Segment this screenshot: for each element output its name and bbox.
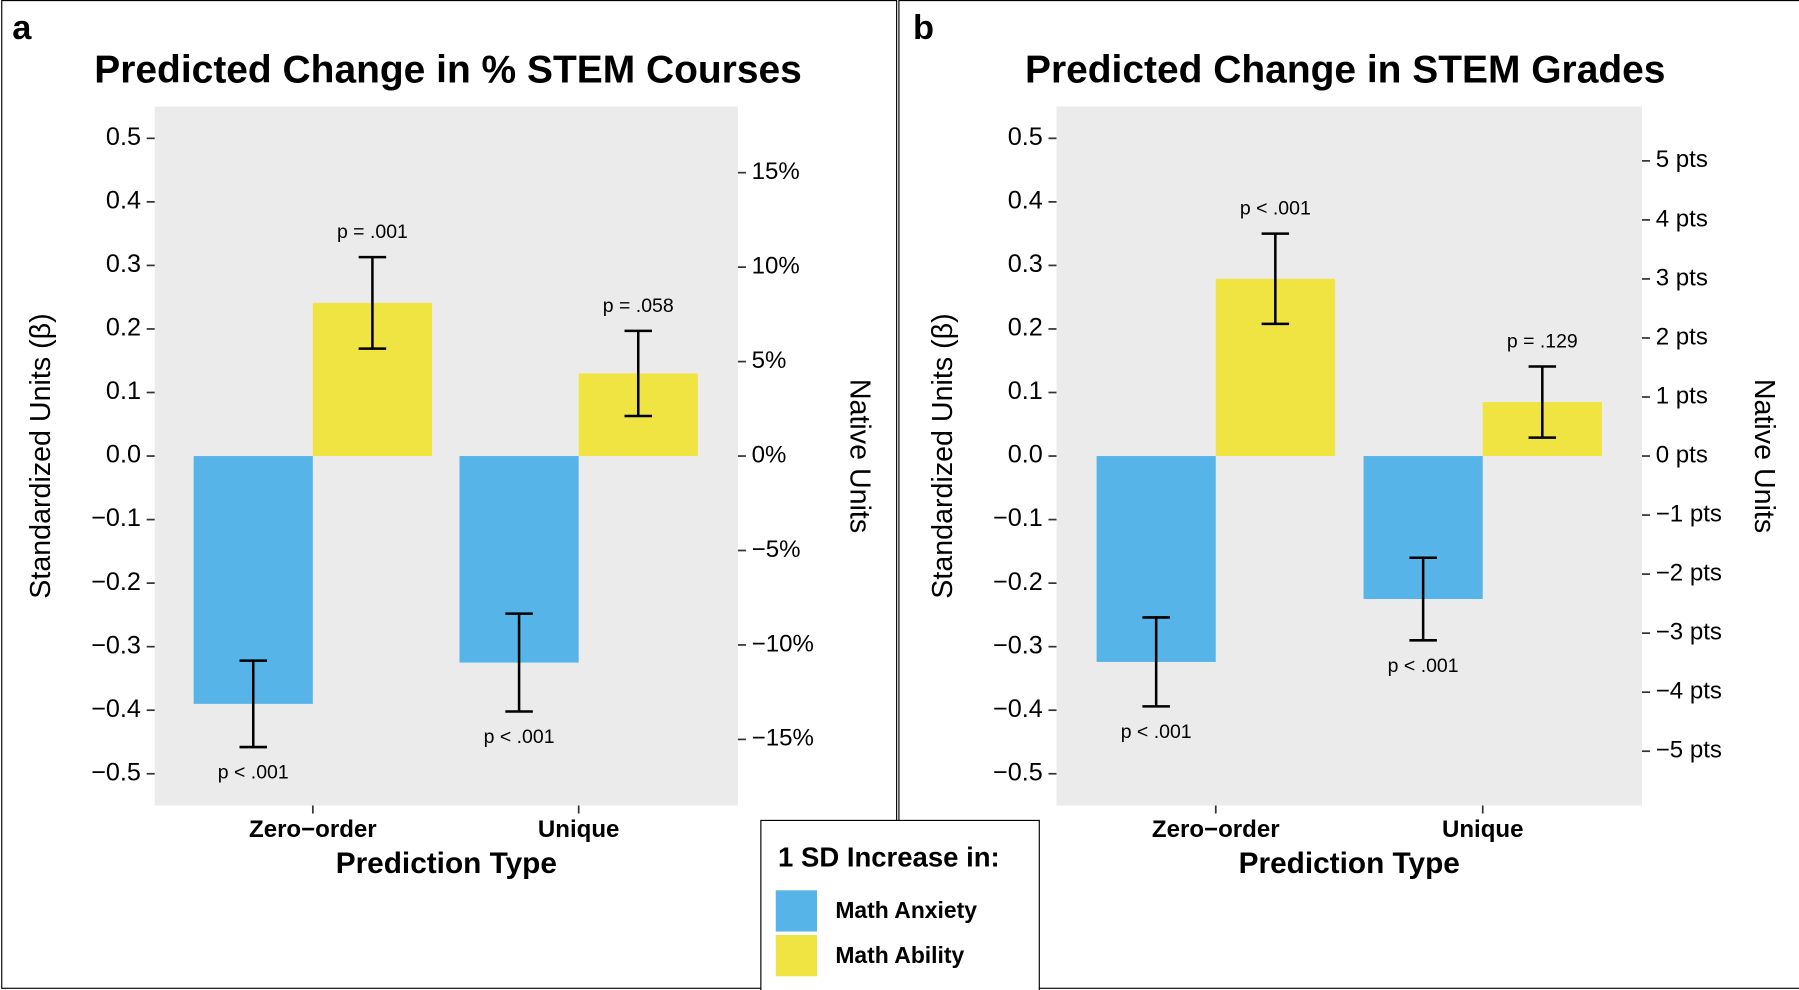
y-tick-label: 0.0 [106,441,141,469]
y-tick-label: −0.2 [993,568,1043,596]
y2-tick-label: 4 pts [1656,205,1708,232]
y2-axis-label: Native Units [1748,379,1780,533]
error-bar [1528,365,1557,439]
y2-tick-label: 5% [752,347,787,374]
y-tick-label: −0.5 [91,758,141,786]
y2-tick-label: 5 pts [1656,146,1708,173]
legend-swatch [775,890,817,932]
error-bar [358,255,387,350]
p-value-annotation: p < .001 [218,762,289,784]
y2-tick-label: −5 pts [1656,737,1722,764]
legend-label: Math Ability [835,942,964,968]
y-tick-label: 0.0 [1008,441,1043,469]
panel-label: b [913,9,934,47]
y-tick-label: 0.4 [1008,187,1043,215]
y-tick-label: −0.4 [91,695,141,723]
y-tick-label: 0.1 [106,377,141,405]
p-value-annotation: p < .001 [484,726,555,748]
legend-label: Math Anxiety [835,897,977,923]
error-bar [505,612,533,713]
y-tick-label: 0.2 [1008,314,1043,342]
p-value-annotation: p < .001 [1121,721,1192,743]
y2-tick-label: −15% [752,725,814,752]
p-value-annotation: p = .001 [337,221,408,243]
error-bar [1409,556,1437,642]
error-bar [1261,232,1290,326]
y-tick-label: 0.2 [106,314,141,342]
y2-tick-label: −1 pts [1656,500,1722,527]
y2-tick-label: 15% [752,158,800,185]
legend-swatch [775,935,817,977]
y2-axis-label: Native Units [844,379,876,533]
y2-tick-label: 0% [752,441,787,468]
y-tick-label: 0.5 [1008,123,1043,151]
y-tick-label: −0.4 [993,695,1043,723]
error-bar [624,329,652,418]
chart-title: Predicted Change in % STEM Courses [94,48,802,91]
p-value-annotation: p = .129 [1507,331,1578,353]
y2-tick-label: 0 pts [1656,441,1708,468]
p-value-annotation: p < .001 [1240,198,1311,220]
y-tick-label: −0.1 [993,504,1043,532]
legend-title: 1 SD Increase in: [778,842,1000,873]
x-tick-label: Zero−order [1152,816,1280,843]
x-tick-label: Unique [1442,816,1524,843]
y-tick-label: −0.1 [91,504,141,532]
panel-frame [898,0,1799,989]
y-tick-label: −0.5 [993,758,1043,786]
p-value-annotation: p = .058 [603,295,674,317]
y-tick-label: 0.5 [106,123,141,151]
error-bar [239,659,267,749]
x-tick-label: Zero−order [249,816,377,843]
y2-tick-label: 2 pts [1656,323,1708,350]
y2-tick-label: −4 pts [1656,678,1722,705]
y-tick-label: 0.3 [106,250,141,278]
y-tick-label: −0.3 [993,631,1043,659]
y2-tick-label: 10% [752,252,800,279]
y-axis-label: Standardized Units (β) [927,313,959,598]
y-tick-label: −0.2 [91,568,141,596]
panel-frame [1,0,898,989]
y-tick-label: 0.1 [1008,377,1043,405]
y-tick-label: 0.3 [1008,250,1043,278]
y2-tick-label: −5% [752,536,801,563]
y-tick-label: 0.4 [106,187,141,215]
y-axis-label: Standardized Units (β) [25,313,57,598]
p-value-annotation: p < .001 [1388,655,1459,677]
y2-tick-label: 3 pts [1656,264,1708,291]
error-bar [1142,616,1170,708]
panel-label: a [12,9,32,47]
chart-title: Predicted Change in STEM Grades [1025,48,1665,91]
y2-tick-label: −2 pts [1656,559,1722,586]
x-axis-label: Prediction Type [1239,847,1460,880]
x-tick-label: Unique [538,816,620,843]
y2-tick-label: 1 pts [1656,382,1708,409]
x-axis-label: Prediction Type [336,847,557,880]
y2-tick-label: −3 pts [1656,619,1722,646]
y-tick-label: −0.3 [91,631,141,659]
y2-tick-label: −10% [752,630,814,657]
